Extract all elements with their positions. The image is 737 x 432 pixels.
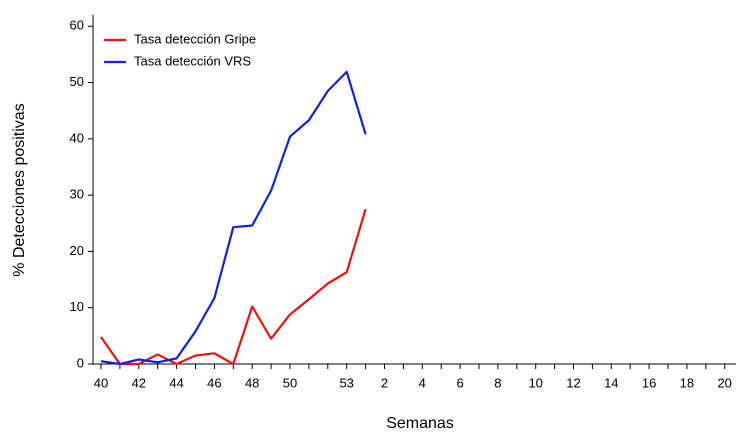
x-tick-label: 10 (528, 375, 542, 390)
x-tick-label: 50 (283, 375, 297, 390)
y-tick-label: 30 (70, 187, 84, 202)
x-tick-label: 12 (566, 375, 580, 390)
x-tick-label: 2 (381, 375, 388, 390)
x-tick-label: 53 (339, 375, 353, 390)
x-tick-label: 16 (642, 375, 656, 390)
x-tick-label: 46 (207, 375, 221, 390)
y-tick-label: 0 (77, 355, 84, 370)
y-axis-label: % Detecciones positivas (11, 103, 28, 276)
x-tick-label: 14 (604, 375, 618, 390)
y-tick-label: 40 (70, 130, 84, 145)
y-tick-label: 20 (70, 243, 84, 258)
legend-label: Tasa detección Gripe (134, 31, 256, 46)
line-series (100, 70, 367, 366)
y-tick-label: 10 (70, 299, 84, 314)
legend-label: Tasa detección VRS (134, 53, 251, 68)
x-tick-label: 6 (456, 375, 463, 390)
x-axis-label: Semanas (386, 415, 454, 432)
x-tick-label: 18 (680, 375, 694, 390)
x-tick-label: 48 (245, 375, 259, 390)
y-tick-label: 50 (70, 74, 84, 89)
x-tick-label: 4 (419, 375, 426, 390)
x-tick-label: 42 (132, 375, 146, 390)
y-tick-label: 60 (70, 18, 84, 33)
x-tick-label: 8 (494, 375, 501, 390)
x-tick-label: 40 (94, 375, 108, 390)
x-tick-label: 20 (717, 375, 731, 390)
line-series (100, 208, 367, 366)
x-tick-label: 44 (169, 375, 183, 390)
